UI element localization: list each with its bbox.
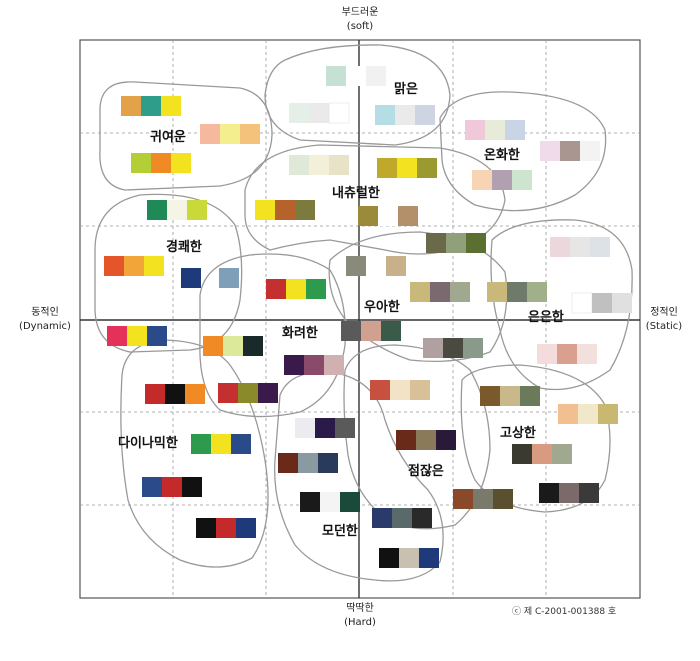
swatch-group-dynamic-5 xyxy=(196,518,256,538)
swatch-group-noble-3 xyxy=(512,444,572,464)
outline-clear xyxy=(264,44,451,146)
cluster-label-gentle: 온화한 xyxy=(484,148,520,163)
swatch-group-fancy-1 xyxy=(266,279,326,299)
cluster-label-dynamic: 다이나믹한 xyxy=(118,436,178,451)
swatch-group-noble-1 xyxy=(480,386,540,406)
outline-cute xyxy=(99,81,273,191)
cluster-label-sober: 점잖은 xyxy=(408,464,444,479)
swatch-group-natural-3 xyxy=(255,200,315,220)
swatch-group-elegant-3 xyxy=(410,282,470,302)
swatch-group-sober-2 xyxy=(396,430,456,450)
swatch-group-modern-5 xyxy=(379,548,439,568)
cluster-outlines xyxy=(94,44,633,582)
axis-top-korean: 부드러운 xyxy=(341,7,379,18)
cluster-label-light: 경쾌한 xyxy=(166,240,202,255)
outline-modern xyxy=(274,371,444,582)
outline-fancy xyxy=(199,253,347,418)
axis-right-korean: 정적인 xyxy=(650,307,678,318)
swatch-group-gentle-2 xyxy=(540,141,600,161)
outline-subtle xyxy=(490,219,633,391)
axis-top-label: 부드러운 (soft) xyxy=(330,6,390,34)
swatch-group-natural-2 xyxy=(377,158,437,178)
outline-light xyxy=(94,193,243,353)
swatch-group-natural-4 xyxy=(358,206,418,226)
swatch-group-dynamic-4 xyxy=(142,477,202,497)
swatch-group-gentle-3 xyxy=(472,170,532,190)
swatch-group-cute-1 xyxy=(121,96,181,116)
swatch-group-noble-4 xyxy=(539,483,599,503)
swatch-group-light-2 xyxy=(104,256,164,276)
swatch-group-modern-3 xyxy=(300,492,360,512)
swatch-group-fancy-2 xyxy=(203,336,263,356)
swatch-group-dynamic-2 xyxy=(145,384,205,404)
swatch-group-modern-4 xyxy=(372,508,432,528)
outline-dynamic xyxy=(120,339,269,568)
cluster-label-noble: 고상한 xyxy=(500,426,536,441)
swatch-group-dynamic-1 xyxy=(107,326,167,346)
cluster-label-cute: 귀여운 xyxy=(150,130,186,145)
swatch-group-clear-2 xyxy=(289,102,350,124)
axis-left-english: (Dynamic) xyxy=(19,321,71,332)
outline-gentle xyxy=(439,91,607,212)
axis-right-label: 정적인 (Static) xyxy=(638,306,690,334)
swatch-group-fancy-5 xyxy=(218,383,278,403)
swatch-group-subtle-1 xyxy=(550,237,610,257)
swatch-group-clear-3 xyxy=(375,105,435,125)
swatch-group-fancy-3 xyxy=(341,321,401,341)
swatch-group-modern-1 xyxy=(295,418,355,438)
cluster-label-natural: 내츄럴한 xyxy=(332,186,380,201)
swatch-group-light-3 xyxy=(181,268,239,288)
axis-bottom-label: 딱딱한 (Hard) xyxy=(330,602,390,630)
swatch-group-sober-1 xyxy=(370,380,430,400)
swatch-group-noble-2 xyxy=(558,404,618,424)
swatch-group-elegant-4 xyxy=(487,282,547,302)
plot-frame xyxy=(79,39,641,599)
swatch-group-fancy-4 xyxy=(284,355,344,375)
swatch-group-elegant-1 xyxy=(426,233,486,253)
outline-noble xyxy=(460,364,611,513)
cluster-label-fancy: 화려한 xyxy=(282,326,318,341)
axis-top-english: (soft) xyxy=(346,21,374,32)
swatch-group-cute-3 xyxy=(131,153,191,173)
swatch-group-subtle-2 xyxy=(571,292,632,314)
swatch-group-subtle-3 xyxy=(537,344,597,364)
axis-bottom-korean: 딱딱한 xyxy=(346,603,374,614)
copyright-note: ⓒ 제 C-2001-001388 호 xyxy=(512,607,617,617)
cluster-label-modern: 모던한 xyxy=(322,524,358,539)
axis-bottom-english: (Hard) xyxy=(344,617,376,628)
axis-right-english: (Static) xyxy=(645,321,683,332)
cluster-label-subtle: 은은한 xyxy=(528,310,564,325)
swatch-group-gentle-1 xyxy=(465,120,525,140)
swatch-group-clear-1 xyxy=(326,66,386,86)
swatch-group-light-1 xyxy=(147,200,207,220)
swatch-group-modern-2 xyxy=(278,453,338,473)
swatch-group-natural-1 xyxy=(289,155,349,175)
cluster-label-elegant: 우아한 xyxy=(364,300,400,315)
swatch-group-elegant-5 xyxy=(423,338,483,358)
swatch-group-cute-2 xyxy=(200,124,260,144)
axis-left-korean: 동적인 xyxy=(31,307,59,318)
swatch-group-dynamic-3 xyxy=(191,434,251,454)
axis-left-label: 동적인 (Dynamic) xyxy=(12,306,78,334)
swatch-group-sober-3 xyxy=(453,489,513,509)
color-swatches xyxy=(104,66,632,568)
swatch-group-elegant-2 xyxy=(346,256,406,276)
cluster-label-clear: 맑은 xyxy=(394,82,418,97)
